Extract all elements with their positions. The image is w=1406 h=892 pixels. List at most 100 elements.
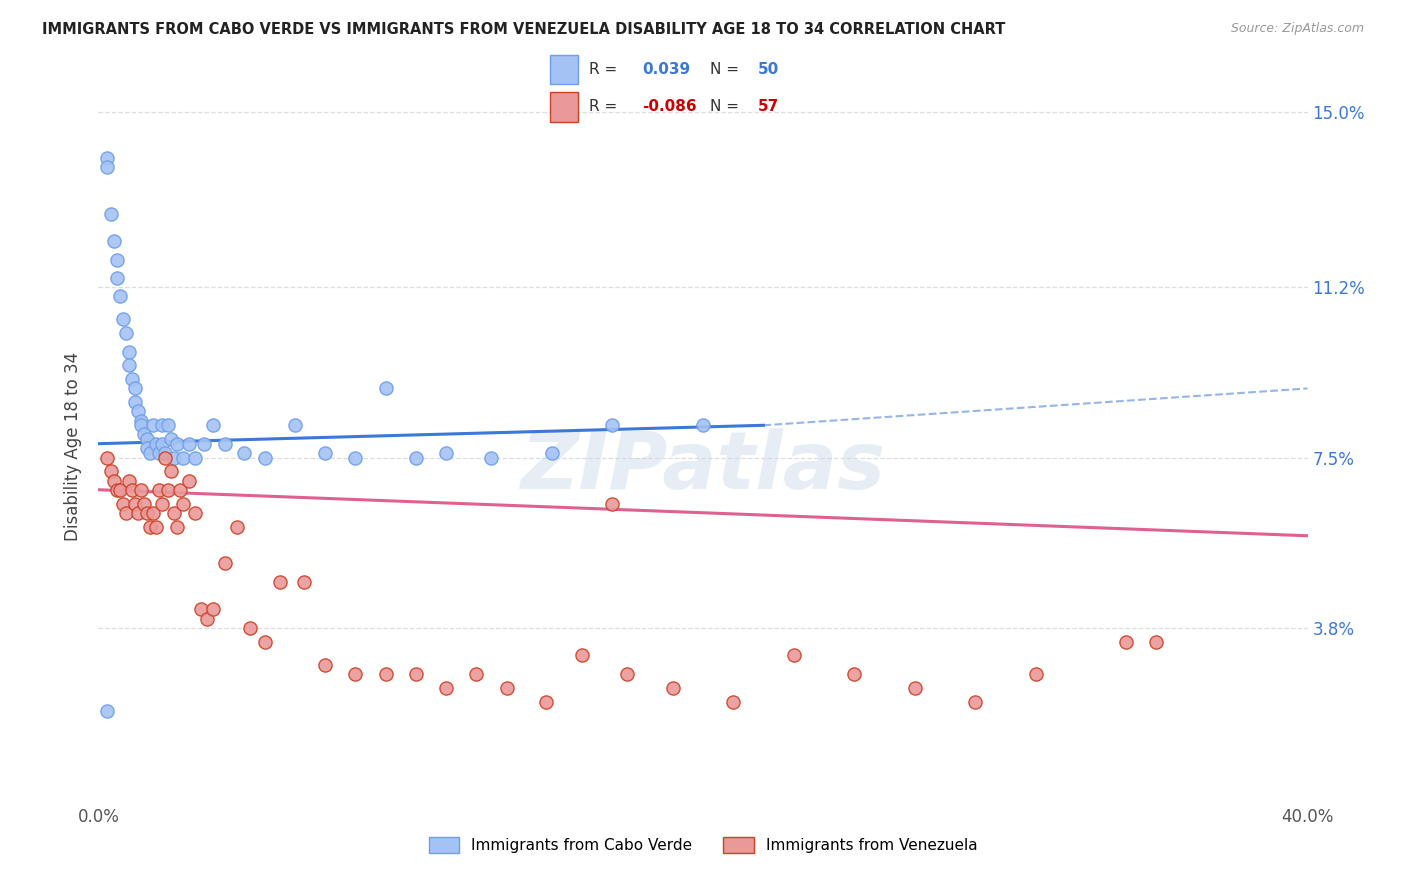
Point [184,450,207,465]
Point [160,432,183,446]
Point [129,414,152,428]
Point [314,657,336,672]
Point [103,474,125,488]
Point [1024,666,1046,681]
Point [108,289,131,303]
Point [692,418,714,433]
Text: N =: N = [710,99,740,114]
Point [118,359,141,373]
Point [156,418,179,433]
Point [844,666,866,681]
Point [1144,634,1167,648]
Y-axis label: Disability Age 18 to 34: Disability Age 18 to 34 [65,351,83,541]
Point [965,694,987,708]
Point [129,483,152,497]
Point [226,519,249,533]
Point [193,436,215,450]
Point [163,506,186,520]
Point [534,694,557,708]
Point [661,681,683,695]
Point [239,621,262,635]
Point [253,450,276,465]
Point [135,432,157,446]
Point [214,557,236,571]
Point [602,418,624,433]
Point [142,506,165,520]
Point [118,344,141,359]
Point [96,161,118,175]
Point [148,446,170,460]
Point [105,252,128,267]
Point [153,450,176,465]
Point [904,681,927,695]
Point [190,602,212,616]
FancyBboxPatch shape [550,54,578,84]
Point [344,450,367,465]
Point [169,483,191,497]
Point [100,464,122,478]
Point [1115,634,1137,648]
Point [405,450,427,465]
Point [314,446,336,460]
Text: N =: N = [710,62,740,77]
Text: 50: 50 [758,62,779,77]
Text: R =: R = [589,62,617,77]
Text: IMMIGRANTS FROM CABO VERDE VS IMMIGRANTS FROM VENEZUELA DISABILITY AGE 18 TO 34 : IMMIGRANTS FROM CABO VERDE VS IMMIGRANTS… [42,22,1005,37]
Point [602,497,624,511]
Point [127,404,149,418]
Point [465,666,488,681]
Text: 57: 57 [758,99,779,114]
Point [124,395,146,409]
Point [184,506,207,520]
Point [540,446,562,460]
Point [114,506,136,520]
Point [232,446,254,460]
FancyBboxPatch shape [550,93,578,122]
Point [202,602,225,616]
Point [100,206,122,220]
Point [145,436,167,450]
Point [179,474,201,488]
Point [434,446,457,460]
Point [121,483,143,497]
Point [96,450,118,465]
Point [284,418,307,433]
Point [172,497,194,511]
Point [135,442,157,456]
Point [495,681,517,695]
Point [405,666,427,681]
Point [166,436,188,450]
Point [121,372,143,386]
Point [132,497,155,511]
Text: 0.039: 0.039 [643,62,690,77]
Point [124,381,146,395]
Point [118,474,141,488]
Text: -0.086: -0.086 [643,99,697,114]
Point [96,151,118,165]
Point [214,436,236,450]
Point [292,574,315,589]
Point [723,694,745,708]
Point [108,483,131,497]
Point [344,666,367,681]
Point [148,483,170,497]
Point [202,418,225,433]
Point [105,271,128,285]
Point [150,418,173,433]
Point [145,519,167,533]
Point [172,450,194,465]
Legend: Immigrants from Cabo Verde, Immigrants from Venezuela: Immigrants from Cabo Verde, Immigrants f… [422,831,984,859]
Point [374,666,396,681]
Point [103,234,125,248]
Text: Source: ZipAtlas.com: Source: ZipAtlas.com [1230,22,1364,36]
Point [783,648,806,663]
Point [96,704,118,718]
Point [139,446,162,460]
Point [160,464,183,478]
Point [139,519,162,533]
Point [374,381,396,395]
Point [179,436,201,450]
Point [129,418,152,433]
Text: R =: R = [589,99,617,114]
Point [253,634,276,648]
